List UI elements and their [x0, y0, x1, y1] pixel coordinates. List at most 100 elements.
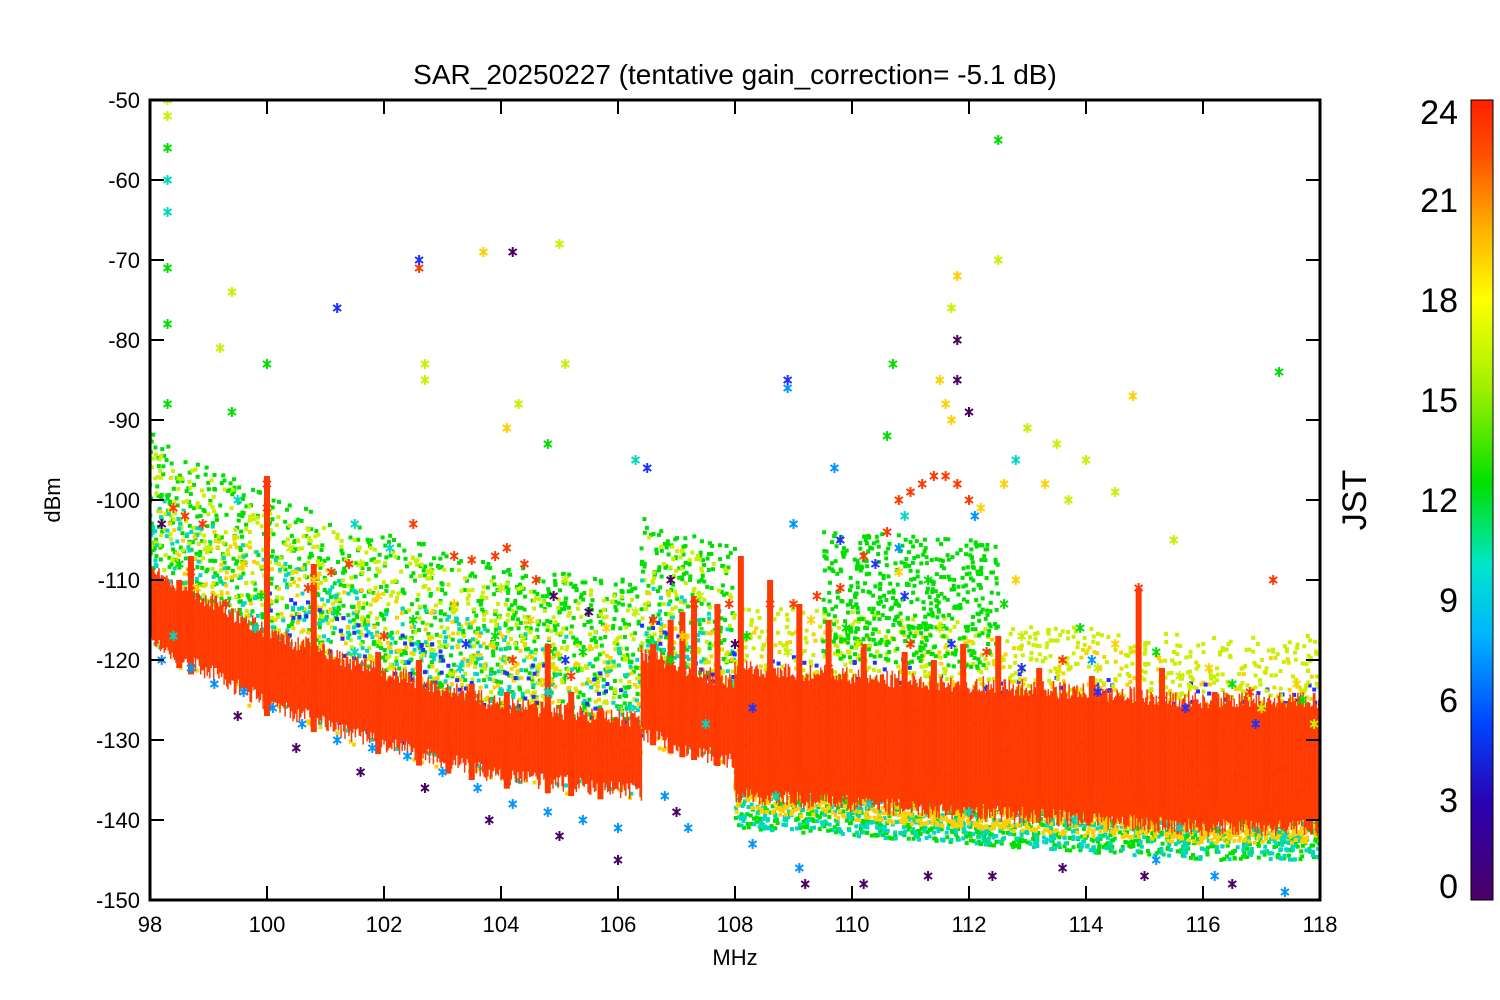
cluster-point — [473, 637, 478, 642]
cluster-point — [634, 684, 639, 689]
cluster-point — [357, 635, 362, 640]
cluster-point — [246, 595, 251, 600]
cluster-point — [150, 439, 154, 444]
cluster-point — [681, 572, 686, 577]
cluster-point — [592, 677, 597, 682]
cluster-point — [605, 653, 610, 658]
cluster-point — [303, 567, 308, 572]
cluster-point — [1156, 655, 1161, 660]
cluster-point — [346, 613, 351, 618]
cluster-point — [656, 638, 661, 643]
cluster-point — [413, 630, 418, 635]
cluster-point — [563, 603, 568, 608]
cluster-point — [465, 617, 470, 622]
cluster-point — [730, 679, 735, 684]
cluster-point — [719, 673, 724, 678]
cluster-point — [458, 638, 463, 643]
cluster-point — [599, 581, 604, 586]
cluster-point — [1057, 664, 1062, 669]
cluster-point — [307, 628, 312, 633]
cluster-point — [241, 511, 246, 516]
cluster-point — [316, 562, 321, 567]
cluster-point — [516, 591, 521, 596]
cluster-point — [654, 547, 659, 552]
cluster-point — [651, 626, 656, 631]
cluster-point — [606, 660, 611, 665]
cluster-point — [673, 556, 678, 561]
cluster-point — [153, 476, 158, 481]
cluster-point — [827, 815, 832, 820]
cluster-point — [184, 489, 189, 494]
cluster-point — [632, 697, 637, 702]
cluster-point — [328, 594, 333, 599]
cluster-point — [663, 655, 668, 660]
cluster-point — [551, 615, 556, 620]
cluster-point — [170, 541, 175, 546]
cluster-point — [673, 605, 678, 610]
cluster-point — [437, 639, 442, 644]
cluster-point — [248, 514, 253, 519]
cluster-point — [283, 567, 288, 572]
cluster-point — [579, 614, 584, 619]
cluster-point — [206, 512, 211, 517]
cluster-point — [154, 491, 159, 496]
cluster-point — [1110, 844, 1115, 849]
cluster-point — [423, 683, 428, 688]
cluster-point — [394, 615, 399, 620]
cluster-point — [212, 472, 217, 477]
cluster-point — [679, 549, 684, 554]
cluster-point — [445, 643, 450, 648]
cluster-point — [523, 594, 528, 599]
cluster-point — [212, 509, 217, 514]
cluster-point — [659, 548, 664, 553]
cluster-point — [650, 579, 655, 584]
cluster-point — [1113, 688, 1118, 693]
cluster-point — [530, 699, 535, 704]
cluster-point — [1258, 837, 1263, 842]
cluster-point — [596, 691, 601, 696]
cluster-point — [511, 609, 516, 614]
cluster-point — [503, 670, 508, 675]
cluster-point — [364, 626, 369, 631]
cluster-point — [317, 644, 322, 649]
cluster-point — [581, 644, 586, 649]
cluster-point — [706, 568, 711, 573]
cluster-point — [402, 548, 407, 553]
cluster-point — [666, 552, 671, 557]
cluster-point — [482, 610, 487, 615]
cluster-point — [260, 602, 265, 607]
cluster-point — [843, 800, 848, 805]
cluster-point — [434, 764, 439, 769]
cluster-point — [326, 637, 331, 642]
cluster-point — [415, 611, 420, 616]
cluster-point — [439, 670, 444, 675]
cluster-point — [366, 657, 371, 662]
cluster-point — [1168, 689, 1173, 694]
cluster-point — [1018, 684, 1023, 689]
cluster-point — [638, 673, 643, 678]
cluster-point — [212, 486, 217, 491]
cluster-point — [359, 622, 364, 627]
cluster-point — [667, 611, 672, 616]
cluster-point — [1123, 839, 1128, 844]
cluster-point — [438, 649, 443, 654]
cluster-point — [327, 590, 332, 595]
cluster-point — [557, 610, 562, 615]
cluster-point — [658, 595, 663, 600]
cluster-point — [202, 597, 207, 602]
cluster-point — [729, 627, 734, 632]
cluster-point — [629, 791, 634, 796]
cluster-point — [711, 567, 716, 572]
cluster-point — [604, 614, 609, 619]
cluster-point — [199, 539, 204, 544]
cluster-point — [1188, 855, 1193, 860]
cluster-point — [964, 834, 969, 839]
cluster-point — [666, 602, 671, 607]
cluster-point — [409, 625, 414, 630]
cluster-point — [274, 523, 279, 528]
cluster-point — [385, 655, 390, 660]
cluster-point — [593, 657, 598, 662]
cluster-point — [384, 555, 389, 560]
cluster-point — [645, 638, 650, 643]
cluster-point — [1011, 646, 1016, 651]
